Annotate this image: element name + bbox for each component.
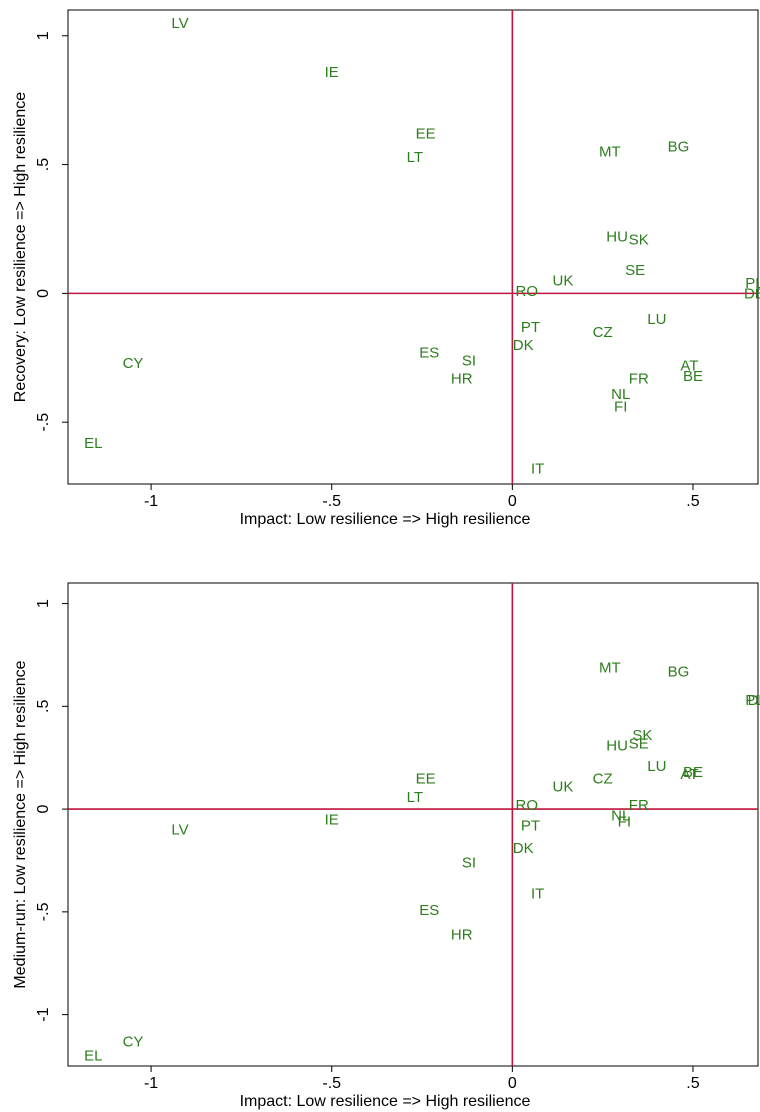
chart2-point-pt: PT: [521, 818, 540, 835]
chart1-y-tick-label: -.5: [35, 413, 52, 432]
chart1-x-tick-label: -.5: [322, 493, 341, 510]
chart2-x-tick-label: .5: [686, 1075, 699, 1092]
chart1-point-el: EL: [84, 435, 102, 452]
chart2-y-tick-label: 0: [35, 805, 52, 814]
chart1-y-tick-label: .5: [35, 158, 52, 171]
chart1-point-ie: IE: [325, 64, 339, 81]
chart1-point-bg: BG: [668, 139, 690, 156]
chart1-point-sk: SK: [629, 231, 649, 248]
chart-medium-run-vs-impact: -1 -.5 0 .5 1 .5 0 -.5 -1 Impact: Low resilience …: [12, 582, 760, 1110]
chart1-point-pl: PL: [745, 275, 760, 292]
chart1-point-cz: CZ: [593, 324, 613, 341]
chart1-point-se: SE: [625, 262, 645, 279]
chart2-point-pl: PL: [745, 692, 760, 709]
chart2-point-uk: UK: [552, 778, 573, 795]
chart1-x-tick-label: .5: [686, 493, 699, 510]
chart2-point-ie: IE: [325, 811, 339, 828]
chart2-point-be: BE: [683, 764, 703, 781]
chart1-point-de: DE: [744, 285, 760, 302]
chart1-point-ee: EE: [416, 126, 436, 143]
chart2-x-tick-label: 0: [508, 1075, 517, 1092]
chart1-y-axis-title: Recovery: Low resilience => High resilie…: [12, 92, 29, 402]
chart2-y-tick-label: 1: [35, 599, 52, 608]
chart2-point-dk: DK: [513, 840, 534, 857]
chart2-point-se: SE: [629, 735, 649, 752]
chart2-y-tick-label: -1: [35, 1007, 52, 1021]
chart1-point-uk: UK: [552, 272, 573, 289]
chart1-point-lt: LT: [407, 149, 423, 166]
chart2-x-axis-title: Impact: Low resilience => High resilienc…: [240, 1093, 531, 1110]
chart1-x-tick-label: 0: [508, 493, 517, 510]
chart1-point-lv: LV: [171, 15, 188, 32]
chart1-plot-frame: [67, 9, 759, 485]
chart1-x-tick-label: -1: [144, 493, 158, 510]
chart2-point-ee: EE: [416, 770, 436, 787]
chart1-point-at: AT: [680, 358, 698, 375]
chart2-x-tick-label: -.5: [322, 1075, 341, 1092]
chart1-point-nl: NL: [611, 386, 630, 403]
chart1-point-hr: HR: [451, 370, 473, 387]
chart2-point-lt: LT: [407, 789, 423, 806]
chart1-y-tick-label: 0: [35, 289, 52, 298]
chart1-point-fr: FR: [629, 370, 649, 387]
chart1-point-fi: FI: [614, 399, 627, 416]
chart1-point-pt: PT: [521, 319, 540, 336]
chart2-point-ro: RO: [516, 797, 539, 814]
chart2-point-hr: HR: [451, 926, 473, 943]
chart2-point-cy: CY: [123, 1033, 144, 1050]
chart2-point-fi: FI: [618, 813, 631, 830]
chart1-point-es: ES: [419, 345, 439, 362]
chart1-point-mt: MT: [599, 144, 621, 161]
chart1-point-dk: DK: [513, 337, 534, 354]
chart2-point-si: SI: [462, 855, 476, 872]
chart2-y-tick-label: -.5: [35, 902, 52, 921]
chart1-y-tick-label: 1: [35, 31, 52, 40]
chart2-point-at: AT: [680, 766, 698, 783]
chart2-point-fr: FR: [629, 797, 649, 814]
chart2-point-mt: MT: [599, 659, 621, 676]
chart1-point-lu: LU: [647, 311, 666, 328]
chart2-x-tick-label: -1: [144, 1075, 158, 1092]
chart1-x-axis-title: Impact: Low resilience => High resilienc…: [240, 511, 531, 528]
chart2-y-tick-label: .5: [35, 700, 52, 713]
chart1-point-ro: RO: [516, 283, 539, 300]
chart1-point-hu: HU: [606, 229, 628, 246]
chart2-point-cz: CZ: [593, 770, 613, 787]
chart1-point-it: IT: [531, 461, 544, 478]
chart2-point-bg: BG: [668, 663, 690, 680]
chart2-point-sk: SK: [632, 727, 652, 744]
chart2-plot-frame: [67, 582, 759, 1067]
chart2-point-hu: HU: [606, 737, 628, 754]
chart2-point-de: DE: [748, 692, 760, 709]
chart1-point-cy: CY: [123, 355, 144, 372]
chart2-point-el: EL: [84, 1048, 102, 1065]
chart1-point-si: SI: [462, 352, 476, 369]
chart2-point-lu: LU: [647, 758, 666, 775]
chart2-point-nl: NL: [611, 807, 630, 824]
chart2-y-axis-title: Medium-run: Low resilience => High resil…: [12, 660, 29, 988]
chart2-point-it: IT: [531, 885, 544, 902]
chart2-point-lv: LV: [171, 822, 188, 839]
chart1-point-be: BE: [683, 368, 703, 385]
chart2-point-es: ES: [419, 902, 439, 919]
